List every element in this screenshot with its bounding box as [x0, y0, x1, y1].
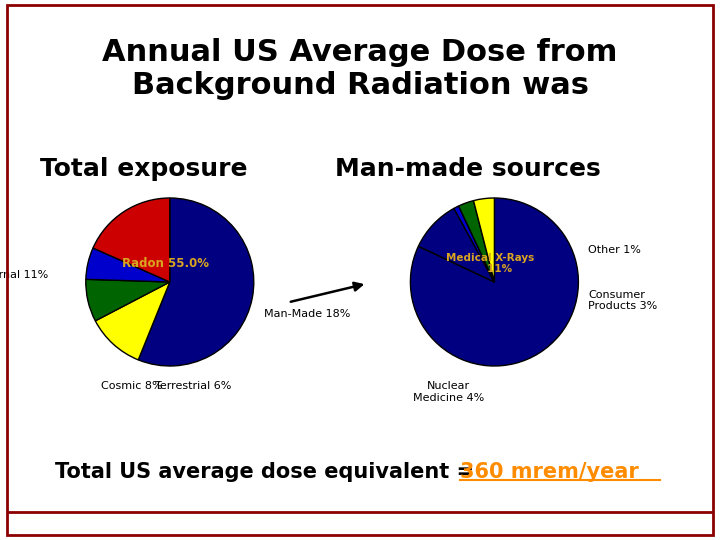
Wedge shape — [138, 198, 253, 366]
Text: Other 1%: Other 1% — [588, 245, 642, 255]
Wedge shape — [454, 206, 495, 282]
Wedge shape — [459, 201, 495, 282]
Text: Internal 11%: Internal 11% — [0, 271, 48, 280]
Wedge shape — [95, 282, 170, 360]
Text: Radon 55.0%: Radon 55.0% — [122, 257, 209, 270]
Text: Terrestrial 6%: Terrestrial 6% — [155, 381, 232, 391]
Text: Man-made sources: Man-made sources — [335, 157, 601, 180]
Text: Nuclear
Medicine 4%: Nuclear Medicine 4% — [413, 381, 484, 403]
Text: Consumer
Products 3%: Consumer Products 3% — [588, 289, 658, 311]
Text: Medical X-Rays
     11%: Medical X-Rays 11% — [446, 253, 534, 274]
Text: Annual US Average Dose from
Background Radiation was: Annual US Average Dose from Background R… — [102, 38, 618, 100]
Wedge shape — [86, 279, 170, 321]
Text: 360 mrem/year: 360 mrem/year — [460, 462, 639, 482]
Text: Total US average dose equivalent =: Total US average dose equivalent = — [55, 462, 482, 482]
Text: Cosmic 8%: Cosmic 8% — [102, 381, 163, 391]
Text: Man-Made 18%: Man-Made 18% — [264, 309, 350, 319]
Wedge shape — [474, 198, 495, 282]
Wedge shape — [93, 198, 170, 282]
Text: Total exposure: Total exposure — [40, 157, 248, 180]
Wedge shape — [410, 198, 578, 366]
Wedge shape — [86, 248, 170, 282]
Wedge shape — [418, 208, 495, 282]
